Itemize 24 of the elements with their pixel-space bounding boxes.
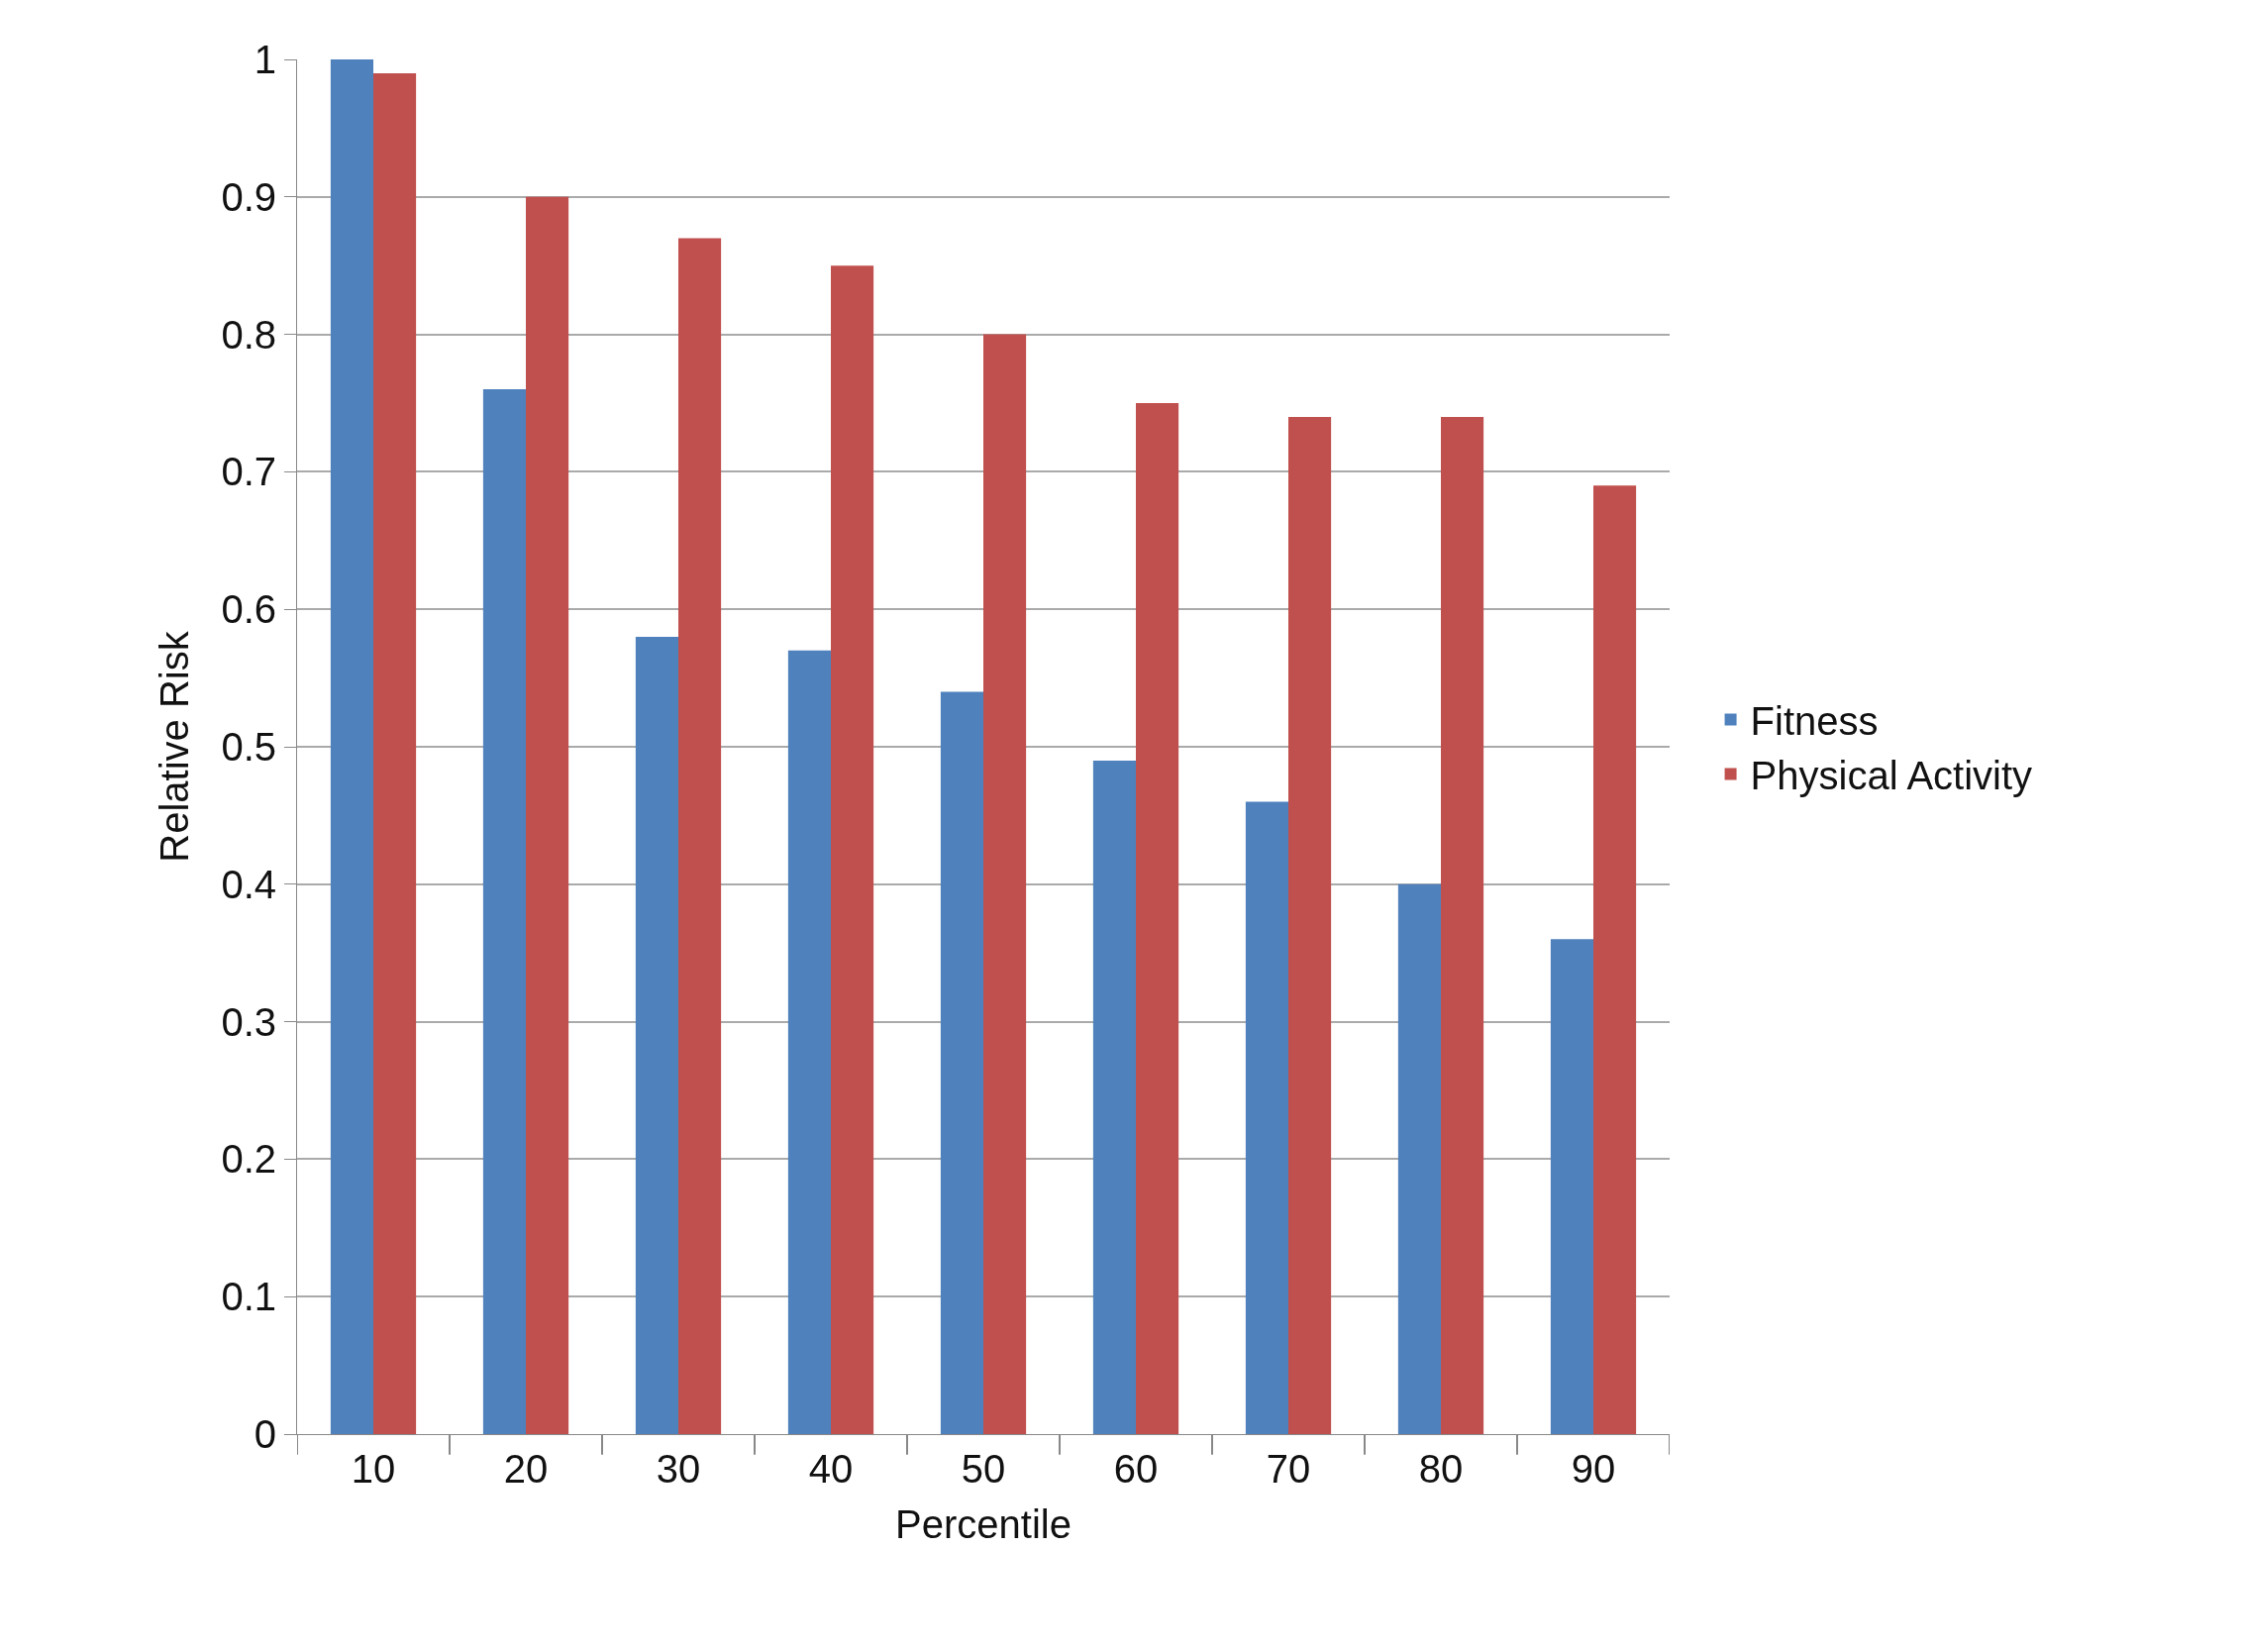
y-tick-label: 1 [254,38,276,81]
legend-label: Fitness [1750,699,1879,744]
x-tick-label: 60 [1113,1447,1159,1491]
y-tick-label: 0.7 [221,450,276,494]
x-tick-label: 80 [1418,1447,1464,1491]
y-tick-label: 0.8 [221,312,276,357]
x-tick-label: 90 [1571,1447,1616,1491]
legend-label: Physical Activity [1750,754,2033,798]
x-tick-label: 40 [808,1447,854,1491]
y-tick-label: 0.3 [221,999,276,1044]
x-tick-label: 10 [351,1447,396,1491]
y-tick-label: 0.1 [221,1275,276,1319]
y-tick-label: 0 [254,1412,276,1456]
y-tick-label: 0.4 [221,862,276,906]
x-tick-label: 30 [656,1447,701,1491]
y-tick-label: 0.2 [221,1137,276,1182]
y-axis-title: Relative Risk [152,630,196,863]
y-tick-label: 0.9 [221,174,276,219]
x-tick-label: 20 [503,1447,549,1491]
x-tick-label: 70 [1266,1447,1311,1491]
x-tick-label: 50 [961,1447,1006,1491]
x-axis-title: Percentile [895,1501,1071,1546]
y-tick-label: 0.5 [221,725,276,769]
y-tick-label: 0.6 [221,587,276,632]
